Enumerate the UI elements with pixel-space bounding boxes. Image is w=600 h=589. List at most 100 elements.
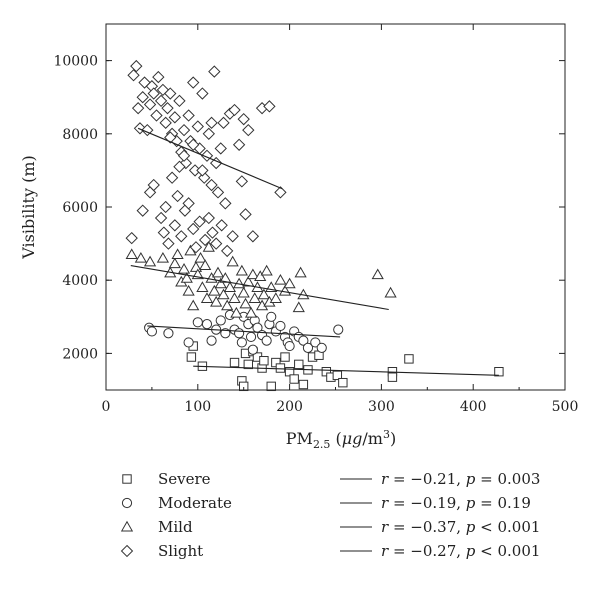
point-slight <box>152 70 165 84</box>
point-moderate <box>310 337 321 348</box>
point-slight <box>136 91 149 104</box>
point-moderate <box>245 331 257 343</box>
point-severe <box>229 357 240 368</box>
point-slight <box>217 116 230 129</box>
stat-r-label: r <box>381 494 389 512</box>
legend-stat-mild: r = −0.37, p < 0.001 <box>381 518 540 536</box>
x-tick-label: 500 <box>552 399 579 415</box>
point-slight <box>173 160 186 173</box>
legend-item-moderate: Moderate r = −0.19, p = 0.19 <box>121 494 531 512</box>
point-severe <box>289 374 299 384</box>
point-mild <box>221 299 234 311</box>
point-mild <box>371 268 384 280</box>
point-mild <box>248 292 261 303</box>
point-moderate <box>234 328 245 339</box>
point-moderate <box>215 315 226 326</box>
legend-stat-severe: r = −0.21, p = 0.003 <box>381 470 540 488</box>
x-tick-label: 300 <box>368 399 395 415</box>
point-mild <box>199 259 212 270</box>
point-slight <box>205 178 218 192</box>
point-mild <box>189 261 203 272</box>
point-severe <box>294 359 304 370</box>
point-moderate <box>298 335 309 346</box>
point-slight <box>206 226 219 239</box>
stat-r-label: r <box>381 518 389 536</box>
point-severe <box>239 381 249 392</box>
stat-p-label: p <box>466 542 476 560</box>
point-slight <box>154 94 168 108</box>
stat-p-value: = 0.003 <box>475 470 540 488</box>
series-slight <box>125 59 287 258</box>
point-mild <box>194 251 207 263</box>
point-moderate <box>146 326 157 337</box>
legend-marker-severe <box>122 474 132 484</box>
legend: Severe r = −0.21, p = 0.003 Moderate r = −0… <box>120 470 540 560</box>
point-slight <box>205 116 218 129</box>
point-mild <box>254 270 267 281</box>
point-mild <box>196 281 209 292</box>
legend-marker-mild <box>120 520 134 532</box>
point-slight <box>154 211 168 225</box>
point-slight <box>168 111 182 124</box>
point-mild <box>208 284 221 296</box>
x-axis-title: PM2.5 (μg/m3) <box>286 428 396 451</box>
plot-frame <box>105 23 566 391</box>
point-mild <box>269 292 282 303</box>
stat-r-label: r <box>381 542 389 560</box>
point-slight <box>235 175 249 188</box>
x-tick-label: 100 <box>184 399 211 415</box>
point-slight <box>246 230 260 243</box>
point-mild <box>219 272 232 283</box>
point-slight <box>239 208 252 221</box>
point-mild <box>274 273 287 285</box>
point-slight <box>274 186 287 199</box>
point-slight <box>182 109 195 122</box>
x-axis-title-unit-close: ) <box>390 429 396 448</box>
point-slight <box>232 138 246 151</box>
point-mild <box>246 268 259 280</box>
point-slight <box>242 123 255 137</box>
point-slight <box>171 189 184 203</box>
fit-line-moderate <box>147 325 341 338</box>
point-slight <box>133 122 147 135</box>
point-mild <box>177 262 191 274</box>
y-axis-title: Visibility (m) <box>19 155 38 260</box>
point-slight <box>175 230 188 243</box>
point-mild <box>143 255 157 267</box>
y-tick-label: 10000 <box>53 54 98 70</box>
point-moderate <box>266 311 277 322</box>
point-severe <box>243 359 253 370</box>
point-slight <box>196 87 209 100</box>
x-axis-title-unit-open: ( <box>330 429 341 448</box>
point-slight <box>131 102 145 115</box>
point-mild <box>292 301 305 313</box>
point-moderate <box>302 342 314 354</box>
point-mild <box>171 248 184 260</box>
point-slight <box>263 100 276 113</box>
stat-p-label: p <box>466 494 476 512</box>
point-mild <box>235 264 248 276</box>
series-mild <box>125 241 397 318</box>
point-slight <box>125 231 138 245</box>
stat-r-value: = −0.21, <box>388 470 466 488</box>
legend-item-severe: Severe r = −0.21, p = 0.003 <box>122 470 540 488</box>
point-mild <box>210 295 223 307</box>
point-slight <box>161 102 174 115</box>
stat-r-label: r <box>381 470 389 488</box>
point-slight <box>211 186 225 199</box>
series-moderate <box>144 309 344 355</box>
point-mild <box>228 292 241 303</box>
point-slight <box>147 87 160 100</box>
point-mild <box>200 292 214 303</box>
point-mild <box>244 306 258 318</box>
point-slight <box>196 164 209 177</box>
point-mild <box>257 288 271 300</box>
point-slight <box>187 138 200 151</box>
stat-p-value: < 0.001 <box>475 542 540 560</box>
x-tick-label: 200 <box>276 399 303 415</box>
point-mild <box>187 299 200 311</box>
y-tick-label: 4000 <box>62 273 98 289</box>
x-axis-title-unit-rest: /m <box>362 429 383 448</box>
point-slight <box>226 230 239 243</box>
